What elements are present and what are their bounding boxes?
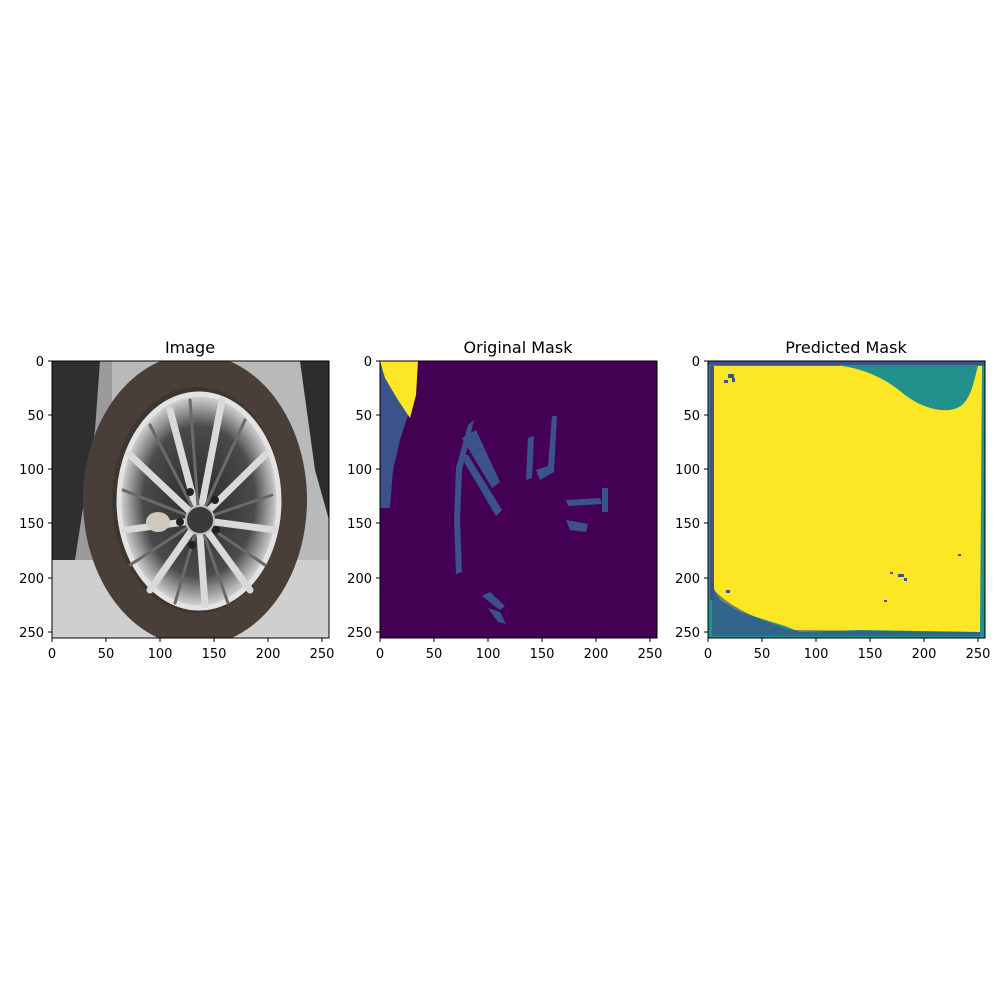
svg-text:100: 100 bbox=[347, 463, 372, 478]
hub bbox=[185, 505, 215, 535]
panel-original-mask: Original Mask 0 bbox=[347, 338, 662, 662]
axes-frame bbox=[379, 360, 658, 639]
svg-text:0: 0 bbox=[704, 647, 712, 662]
svg-text:0: 0 bbox=[364, 355, 372, 370]
svg-text:100: 100 bbox=[675, 463, 700, 478]
svg-text:150: 150 bbox=[858, 647, 883, 662]
panel-title: Image bbox=[165, 338, 215, 357]
x-axis-ticks bbox=[379, 638, 651, 642]
mask-region-yellow bbox=[712, 366, 982, 632]
fender-left bbox=[52, 361, 100, 600]
y-axis-tick-labels: 0 50 100 150 200 250 bbox=[19, 355, 44, 641]
svg-text:150: 150 bbox=[19, 517, 44, 532]
rim-lip bbox=[116, 391, 282, 611]
brake-caliper bbox=[146, 512, 170, 532]
svg-text:100: 100 bbox=[476, 647, 501, 662]
svg-text:150: 150 bbox=[202, 647, 227, 662]
svg-text:100: 100 bbox=[148, 647, 173, 662]
svg-text:50: 50 bbox=[683, 409, 700, 424]
y-axis-ticks bbox=[376, 360, 380, 633]
y-axis-ticks bbox=[704, 360, 708, 633]
svg-text:200: 200 bbox=[675, 572, 700, 587]
svg-text:250: 250 bbox=[966, 647, 991, 662]
svg-text:0: 0 bbox=[376, 647, 384, 662]
svg-text:50: 50 bbox=[98, 647, 115, 662]
svg-text:200: 200 bbox=[19, 572, 44, 587]
panel-title: Predicted Mask bbox=[785, 338, 907, 357]
svg-text:200: 200 bbox=[912, 647, 937, 662]
mask-image bbox=[380, 361, 657, 638]
axes-frame bbox=[707, 360, 986, 639]
mask-noise-specks bbox=[724, 374, 961, 602]
lug-nut bbox=[211, 496, 219, 504]
x-axis-ticks bbox=[51, 638, 323, 642]
y-axis-tick-labels: 0 50 100 150 200 250 bbox=[347, 355, 372, 641]
svg-text:100: 100 bbox=[19, 463, 44, 478]
y-axis-ticks bbox=[48, 360, 52, 633]
y-axis-tick-labels: 0 50 100 150 200 250 bbox=[675, 355, 700, 641]
svg-text:250: 250 bbox=[347, 626, 372, 641]
svg-text:200: 200 bbox=[256, 647, 281, 662]
svg-text:150: 150 bbox=[530, 647, 555, 662]
mask-image bbox=[708, 361, 985, 638]
svg-text:200: 200 bbox=[584, 647, 609, 662]
mask-edge-dark-left bbox=[710, 366, 714, 600]
lug-nut bbox=[188, 541, 196, 549]
mask-region-yellow bbox=[380, 361, 418, 418]
x-axis-tick-labels: 0 50 100 150 200 250 bbox=[48, 647, 335, 662]
mask-edge-dark-bottom bbox=[712, 588, 980, 636]
panel-predicted-mask: Predicted Mask 0 50 100 150 bbox=[675, 338, 990, 662]
svg-text:200: 200 bbox=[347, 572, 372, 587]
svg-text:150: 150 bbox=[675, 517, 700, 532]
axes-frame bbox=[51, 360, 330, 639]
svg-text:0: 0 bbox=[36, 355, 44, 370]
mask-background bbox=[380, 361, 657, 638]
svg-text:150: 150 bbox=[347, 517, 372, 532]
x-axis-tick-labels: 0 50 100 150 200 250 bbox=[376, 647, 663, 662]
panel-title: Original Mask bbox=[464, 338, 574, 357]
svg-text:250: 250 bbox=[638, 647, 663, 662]
x-axis-ticks bbox=[707, 638, 979, 642]
svg-text:0: 0 bbox=[48, 647, 56, 662]
svg-text:250: 250 bbox=[675, 626, 700, 641]
mask-top-strip bbox=[708, 361, 985, 365]
svg-text:50: 50 bbox=[426, 647, 443, 662]
svg-text:100: 100 bbox=[804, 647, 829, 662]
svg-text:0: 0 bbox=[692, 355, 700, 370]
lug-nut bbox=[176, 518, 184, 526]
mask-crack-strokes bbox=[454, 416, 608, 624]
lug-nut bbox=[212, 526, 220, 534]
fender-right bbox=[300, 361, 329, 520]
svg-text:250: 250 bbox=[19, 626, 44, 641]
wheel-photo bbox=[52, 361, 329, 638]
svg-text:50: 50 bbox=[754, 647, 771, 662]
svg-text:50: 50 bbox=[27, 409, 44, 424]
x-axis-tick-labels: 0 50 100 150 200 250 bbox=[704, 647, 991, 662]
panel-image: Image bbox=[19, 338, 334, 662]
svg-text:250: 250 bbox=[310, 647, 335, 662]
svg-text:50: 50 bbox=[355, 409, 372, 424]
lug-nut bbox=[186, 488, 194, 496]
